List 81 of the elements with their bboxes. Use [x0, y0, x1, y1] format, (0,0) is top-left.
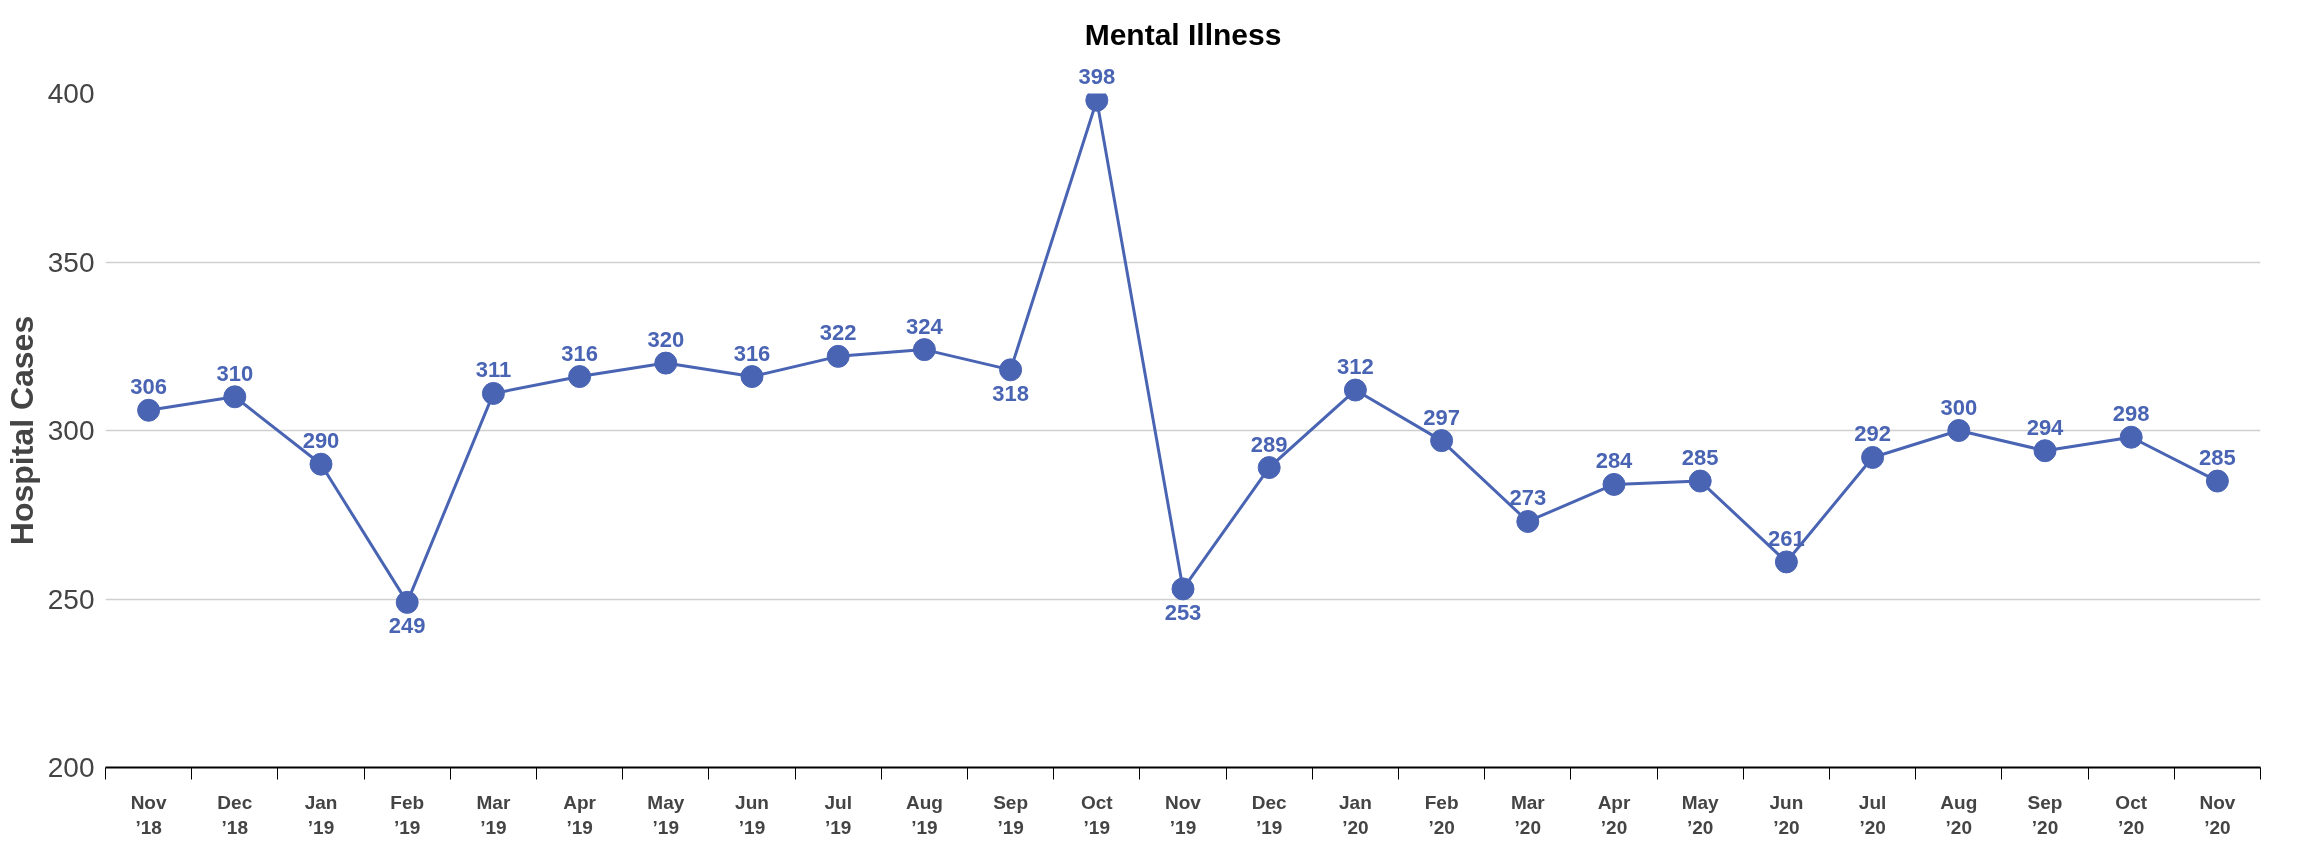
x-tick-label: Feb ’20: [1424, 791, 1459, 838]
x-tick-label: Oct ’20: [2115, 791, 2148, 838]
x-tick-label: Feb ’19: [390, 791, 425, 838]
data-label: 298: [2112, 401, 2150, 427]
data-label: 284: [1595, 448, 1634, 474]
y-tick-label: 350: [47, 246, 95, 278]
x-tick-label: Mar ’19: [476, 791, 511, 838]
data-label: 249: [388, 613, 426, 639]
x-tick-label: Apr ’20: [1597, 791, 1631, 838]
data-label: 316: [561, 340, 598, 366]
x-tick-label: Dec ’19: [1251, 791, 1288, 838]
y-tick-label: 200: [47, 752, 95, 783]
data-label: 297: [1423, 404, 1460, 430]
y-axis-title: Hospital Cases: [3, 315, 40, 546]
data-label: 290: [302, 428, 340, 454]
point: [309, 452, 333, 476]
x-tick-label: Mar ’20: [1510, 791, 1546, 838]
y-tick-label: 250: [47, 583, 95, 615]
x-tick-label: Dec ’18: [217, 791, 253, 838]
point: [826, 344, 850, 368]
point: [740, 365, 764, 389]
data-label: 253: [1164, 599, 1202, 625]
point: [912, 338, 936, 362]
x-tick-label: Apr ’19: [563, 791, 597, 838]
y-tick-label: 300: [47, 415, 95, 446]
data-label: 322: [819, 320, 857, 346]
x-tick-label: Jun ’20: [1769, 791, 1804, 838]
point: [481, 381, 505, 405]
data-label: 285: [2199, 445, 2236, 471]
point: [395, 590, 419, 614]
x-tick-label: Oct ’19: [1080, 791, 1114, 838]
point: [1343, 378, 1367, 402]
data-label: 311: [475, 357, 512, 383]
y-tick-label: 400: [47, 78, 95, 109]
x-tick-label: Jun ’19: [735, 791, 769, 838]
data-label: 294: [2026, 414, 2065, 440]
point: [223, 385, 247, 409]
point: [1430, 429, 1454, 453]
x-tick-label: Aug ’20: [1940, 791, 1978, 838]
data-label: 398: [1078, 63, 1116, 89]
point: [137, 398, 161, 422]
x-tick-label: Jan ’20: [1339, 791, 1372, 838]
point: [1861, 445, 1885, 469]
x-tick-label: Nov ’19: [1165, 791, 1202, 838]
data-label: 273: [1509, 485, 1547, 511]
data-label: 320: [647, 327, 685, 353]
point: [1602, 472, 1626, 496]
x-tick-label: Jul ’19: [824, 791, 852, 838]
point: [2033, 439, 2057, 463]
x-tick-label: May ’20: [1681, 791, 1720, 838]
point: [2119, 425, 2143, 449]
point: [1774, 550, 1798, 574]
point: [2205, 469, 2229, 493]
point: [654, 351, 678, 375]
data-label: 261: [1768, 525, 1805, 551]
data-label: 292: [1854, 421, 1891, 447]
data-label: 316: [733, 340, 771, 366]
point: [999, 358, 1023, 382]
data-label: 312: [1337, 354, 1374, 380]
data-label: 289: [1250, 431, 1288, 457]
x-tick-label: Nov ’18: [130, 791, 167, 838]
data-label: 310: [216, 360, 254, 386]
point: [1171, 577, 1195, 601]
data-label: 318: [992, 380, 1029, 406]
x-tick-label: Jul ’20: [1858, 791, 1887, 838]
data-label: 306: [130, 374, 167, 400]
point: [1257, 456, 1281, 480]
data-label: 324: [906, 313, 944, 339]
x-tick-label: Sep ’20: [2027, 791, 2063, 838]
data-label: 300: [1940, 394, 1978, 420]
x-tick-label: Aug ’19: [905, 791, 943, 838]
x-tick-label: Jan ’19: [304, 791, 338, 838]
point: [1947, 419, 1971, 442]
point: [1516, 510, 1540, 533]
chart-title: Mental Illness: [1084, 17, 1282, 51]
point: [1688, 469, 1712, 493]
point: [568, 365, 592, 389]
data-label: 285: [1681, 445, 1719, 471]
x-tick-label: May ’19: [647, 791, 685, 838]
x-tick-label: Nov ’20: [2199, 791, 2236, 838]
x-tick-label: Sep ’19: [993, 791, 1029, 838]
